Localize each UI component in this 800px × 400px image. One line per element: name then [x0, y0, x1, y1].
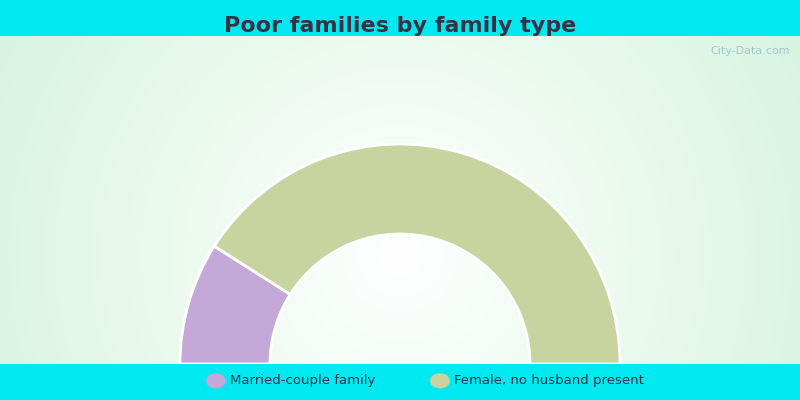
- Wedge shape: [214, 144, 620, 364]
- Text: Female, no husband present: Female, no husband present: [454, 374, 644, 387]
- Text: City-Data.com: City-Data.com: [710, 46, 790, 56]
- Ellipse shape: [206, 373, 226, 388]
- Text: Married-couple family: Married-couple family: [230, 374, 376, 387]
- Wedge shape: [180, 246, 290, 364]
- Text: Poor families by family type: Poor families by family type: [224, 16, 576, 36]
- Ellipse shape: [430, 373, 450, 388]
